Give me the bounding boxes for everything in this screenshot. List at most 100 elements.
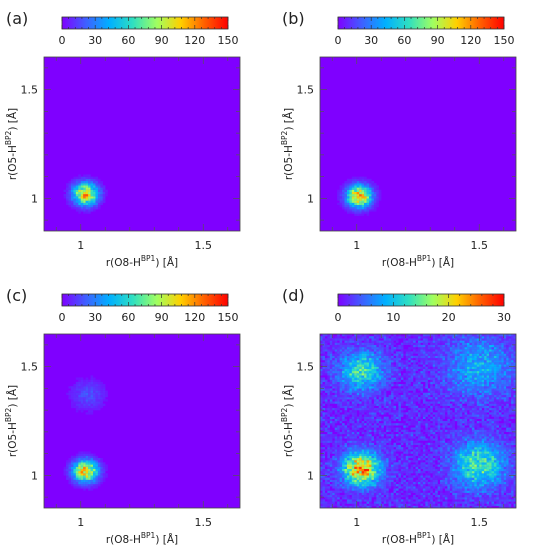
heatmap-cell bbox=[86, 406, 89, 408]
heatmap-cell bbox=[73, 179, 76, 181]
heatmap-cell bbox=[95, 460, 98, 462]
heatmap-cell bbox=[337, 336, 340, 338]
heatmap-cell bbox=[364, 185, 367, 187]
heatmap-cell bbox=[403, 393, 406, 395]
heatmap-cell bbox=[325, 358, 328, 360]
heatmap-cell bbox=[433, 430, 436, 432]
heatmap-cell bbox=[433, 443, 436, 445]
heatmap-cell bbox=[354, 194, 357, 196]
heatmap-cell bbox=[371, 192, 374, 194]
heatmap-cell bbox=[322, 458, 325, 460]
heatmap-cell bbox=[376, 499, 379, 501]
heatmap-cell bbox=[335, 362, 338, 364]
heatmap-cell bbox=[440, 375, 443, 377]
heatmap-cell bbox=[374, 447, 377, 449]
heatmap-cell bbox=[88, 391, 91, 393]
heatmap-cell bbox=[86, 399, 89, 401]
heatmap-cell bbox=[420, 495, 423, 497]
heatmap-cell bbox=[435, 475, 438, 477]
y-tick-label: 1.5 bbox=[21, 361, 39, 374]
heatmap-cell bbox=[369, 454, 372, 456]
heatmap-cell bbox=[335, 410, 338, 412]
heatmap-cell bbox=[93, 177, 96, 179]
heatmap-cell bbox=[325, 367, 328, 369]
heatmap-cell bbox=[367, 493, 370, 495]
heatmap-cell bbox=[91, 456, 94, 458]
heatmap-cell bbox=[376, 341, 379, 343]
heatmap-cell bbox=[379, 343, 382, 345]
heatmap-cell bbox=[411, 408, 414, 410]
heatmap-cell bbox=[352, 196, 355, 198]
heatmap-cell bbox=[347, 447, 350, 449]
heatmap-cell bbox=[423, 351, 426, 353]
heatmap-cell bbox=[354, 382, 357, 384]
heatmap-cell bbox=[416, 428, 419, 430]
heatmap-cell bbox=[371, 393, 374, 395]
heatmap-cell bbox=[354, 190, 357, 192]
heatmap-cell bbox=[376, 343, 379, 345]
heatmap-cell bbox=[342, 203, 345, 205]
heatmap-cell bbox=[322, 356, 325, 358]
heatmap-cell bbox=[359, 205, 362, 207]
heatmap-cell bbox=[391, 454, 394, 456]
heatmap-cell bbox=[352, 205, 355, 207]
heatmap-cell bbox=[86, 380, 89, 382]
heatmap-cell bbox=[332, 384, 335, 386]
heatmap-cell bbox=[88, 475, 91, 477]
heatmap-cell bbox=[95, 404, 98, 406]
heatmap-cell bbox=[447, 397, 450, 399]
heatmap-cell bbox=[342, 384, 345, 386]
heatmap-cell bbox=[330, 382, 333, 384]
heatmap-cell bbox=[337, 425, 340, 427]
heatmap-cell bbox=[342, 428, 345, 430]
heatmap-cell bbox=[93, 408, 96, 410]
heatmap-cell bbox=[443, 497, 446, 499]
heatmap-cell bbox=[420, 414, 423, 416]
heatmap-cell bbox=[362, 190, 365, 192]
heatmap-cell bbox=[347, 364, 350, 366]
heatmap-cell bbox=[447, 386, 450, 388]
heatmap-cell bbox=[394, 367, 397, 369]
heatmap-cell bbox=[398, 360, 401, 362]
heatmap-cell bbox=[435, 362, 438, 364]
heatmap-cell bbox=[408, 486, 411, 488]
heatmap-cell bbox=[430, 386, 433, 388]
heatmap-cell bbox=[354, 417, 357, 419]
heatmap-cell bbox=[381, 497, 384, 499]
heatmap-cell bbox=[98, 201, 101, 203]
heatmap-cell bbox=[352, 441, 355, 443]
heatmap-cell bbox=[364, 179, 367, 181]
heatmap-cell bbox=[73, 185, 76, 187]
heatmap-cell bbox=[340, 414, 343, 416]
heatmap-cell bbox=[83, 201, 86, 203]
heatmap-cell bbox=[428, 401, 431, 403]
heatmap-cell bbox=[369, 447, 372, 449]
heatmap-cell bbox=[354, 343, 357, 345]
heatmap-cell bbox=[411, 423, 414, 425]
heatmap-cell bbox=[327, 412, 330, 414]
heatmap-cell bbox=[367, 497, 370, 499]
heatmap-cell bbox=[93, 393, 96, 395]
heatmap-cell bbox=[374, 192, 377, 194]
heatmap-cell bbox=[369, 465, 372, 467]
heatmap-cell bbox=[411, 395, 414, 397]
heatmap-cell bbox=[379, 434, 382, 436]
heatmap-cell bbox=[335, 397, 338, 399]
heatmap-cell bbox=[423, 423, 426, 425]
heatmap-cell bbox=[325, 345, 328, 347]
heatmap-cell bbox=[428, 467, 431, 469]
heatmap-cell bbox=[95, 382, 98, 384]
heatmap-cell bbox=[396, 362, 399, 364]
heatmap-cell bbox=[420, 419, 423, 421]
heatmap-cell bbox=[389, 501, 392, 503]
heatmap-cell bbox=[376, 188, 379, 190]
heatmap-cell bbox=[369, 336, 372, 338]
heatmap-cell bbox=[335, 458, 338, 460]
heatmap-cell bbox=[413, 371, 416, 373]
heatmap-cell bbox=[359, 406, 362, 408]
heatmap-cell bbox=[330, 356, 333, 358]
heatmap-cell bbox=[420, 458, 423, 460]
heatmap-cell bbox=[379, 399, 382, 401]
heatmap-cell bbox=[389, 458, 392, 460]
heatmap-cell bbox=[357, 201, 360, 203]
